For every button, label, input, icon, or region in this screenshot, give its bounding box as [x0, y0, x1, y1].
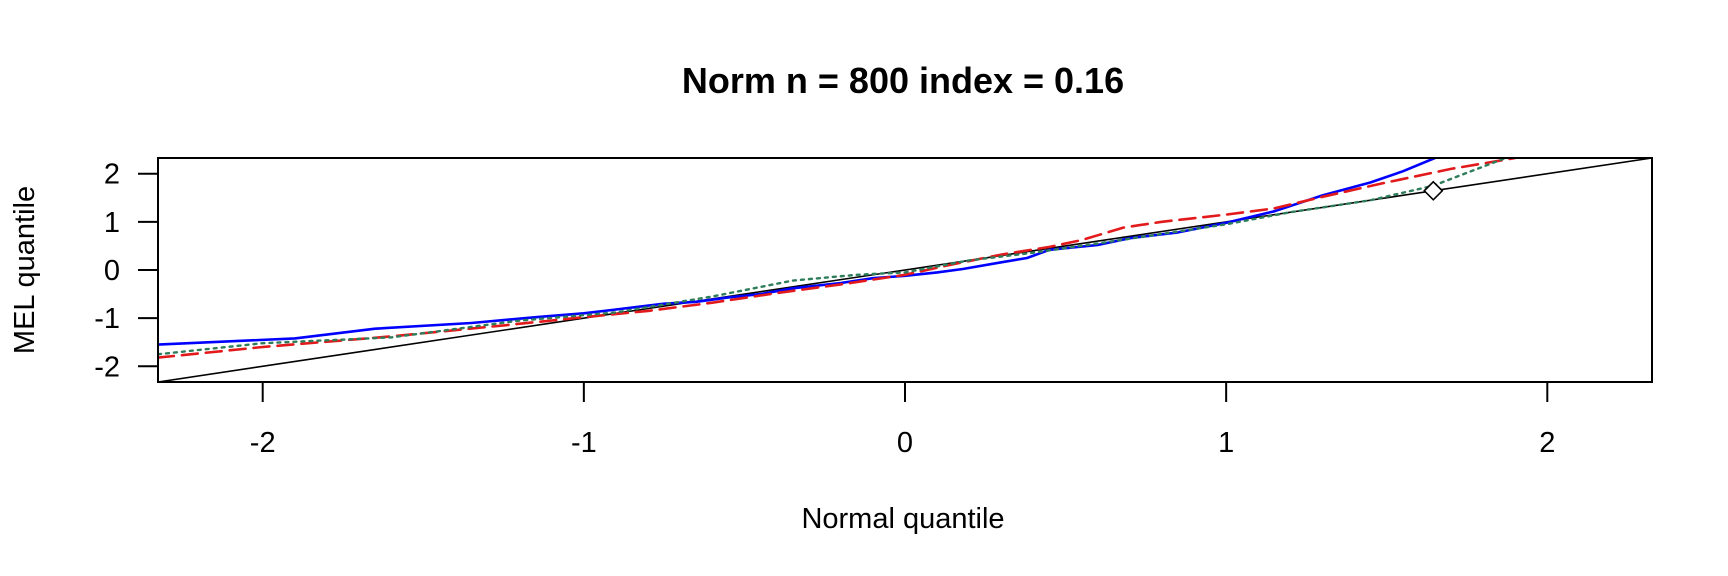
x-axis: -2 -1 0 1 2 — [250, 382, 1555, 459]
y-axis: -2 -1 0 1 2 — [94, 159, 158, 383]
series-dotted-line — [158, 158, 1507, 356]
y-tick-label: 1 — [104, 207, 120, 239]
series-dashed-line — [158, 158, 1517, 359]
chart-title: Norm n = 800 index = 0.16 — [682, 60, 1124, 101]
x-tick-label: -1 — [571, 427, 597, 459]
x-tick-label: 1 — [1218, 427, 1234, 459]
y-axis-label: MEL quantile — [9, 186, 41, 354]
x-axis-label: Normal quantile — [801, 503, 1004, 535]
y-tick-label: -2 — [94, 351, 120, 383]
y-tick-label: -1 — [94, 303, 120, 335]
y-tick-label: 0 — [104, 255, 120, 287]
plot-lines — [158, 158, 1652, 382]
diamond-marker — [1423, 180, 1444, 201]
reference-line — [158, 158, 1652, 382]
x-tick-label: -2 — [250, 427, 276, 459]
x-tick-label: 0 — [897, 427, 913, 459]
x-tick-label: 2 — [1539, 427, 1555, 459]
y-tick-label: 2 — [104, 159, 120, 191]
plot-frame — [157, 157, 1653, 383]
series-solid-line — [158, 158, 1437, 346]
